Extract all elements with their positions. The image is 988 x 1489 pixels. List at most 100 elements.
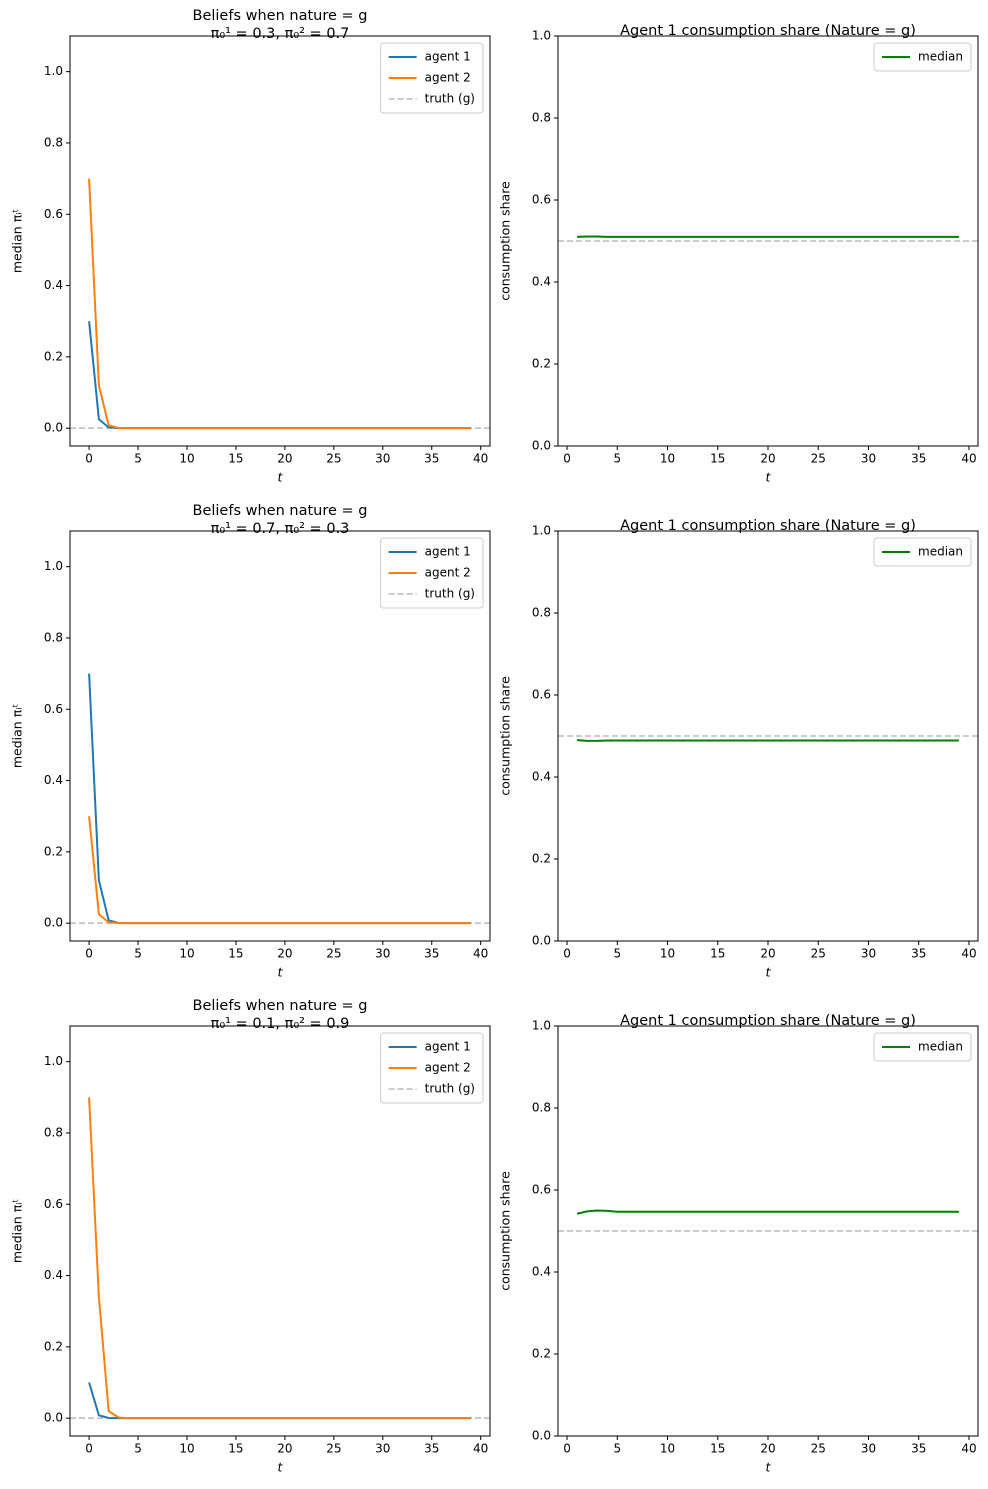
x-tick-label: 20: [277, 452, 292, 466]
legend-box: [873, 537, 972, 567]
y-tick-label: 0.2: [44, 349, 63, 363]
plot-frame: [557, 35, 979, 447]
legend-label: agent 2: [425, 1061, 471, 1075]
legend-label: truth (g): [425, 92, 475, 106]
y-tick-label: 0.6: [532, 688, 551, 702]
y-tick-label: 0.6: [532, 1183, 551, 1197]
y-tick-label: 0.4: [532, 275, 551, 289]
legend-label: agent 2: [425, 566, 471, 580]
x-tick-label: 20: [277, 947, 292, 961]
legend-label: agent 1: [425, 545, 471, 559]
x-tick-label: 30: [375, 1442, 390, 1456]
x-tick-label: 15: [228, 947, 243, 961]
x-tick-label: 20: [277, 1442, 292, 1456]
y-tick-label: 0.0: [532, 934, 551, 948]
y-tick-label: 0.8: [44, 135, 63, 149]
x-tick-label: 5: [613, 1442, 621, 1456]
y-tick-label: 0.0: [532, 439, 551, 453]
legend-label: median: [918, 1040, 963, 1054]
subplot: Agent 1 consumption share (Nature = g) 0 5…: [498, 1013, 979, 1475]
plot-frame: [69, 1025, 491, 1437]
y-tick-label: 1.0: [44, 559, 63, 573]
chart-title: Agent 1 consumption share (Nature = g): [620, 23, 916, 39]
x-axis-label: t: [766, 965, 772, 980]
y-tick-label: 0.0: [44, 1411, 63, 1425]
series-line: [88, 178, 471, 430]
x-tick-label: 35: [424, 947, 439, 961]
y-tick-label: 0.4: [44, 278, 63, 292]
x-tick-label: 40: [473, 452, 488, 466]
series-line: [576, 1209, 959, 1215]
chart-title: Beliefs when nature = g: [193, 8, 368, 24]
y-tick-label: 0.2: [532, 1347, 551, 1361]
plot-frame: [69, 35, 491, 447]
x-tick-label: 10: [660, 947, 675, 961]
legend-box: [873, 1032, 972, 1062]
legend: median: [873, 1032, 972, 1062]
legend-box: [380, 42, 484, 114]
x-tick-label: 25: [326, 947, 341, 961]
x-tick-label: 25: [811, 1442, 826, 1456]
plot-frame: [557, 530, 979, 942]
y-tick-label: 0.8: [44, 1125, 63, 1139]
y-tick-label: 0.0: [44, 421, 63, 435]
x-tick-label: 20: [760, 1442, 775, 1456]
y-tick-label: 0.8: [532, 111, 551, 125]
x-tick-label: 5: [134, 947, 142, 961]
plot-frame: [557, 1025, 979, 1437]
x-tick-label: 5: [134, 1442, 142, 1456]
x-tick-label: 0: [85, 1442, 93, 1456]
series-line: [88, 816, 471, 925]
legend-box: [380, 1032, 484, 1104]
subplot: Agent 1 consumption share (Nature = g) 0 5…: [498, 518, 979, 980]
x-tick-label: 25: [326, 1442, 341, 1456]
x-tick-label: 10: [179, 452, 194, 466]
y-tick-label: 0.4: [532, 770, 551, 784]
y-tick-label: 1.0: [44, 64, 63, 78]
x-tick-label: 40: [961, 947, 976, 961]
chart-title: Agent 1 consumption share (Nature = g): [620, 1013, 916, 1029]
y-tick-label: 0.2: [44, 844, 63, 858]
x-tick-label: 10: [179, 947, 194, 961]
plot-frame: [69, 530, 491, 942]
legend-label: truth (g): [425, 1082, 475, 1096]
x-tick-label: 15: [710, 452, 725, 466]
x-tick-label: 35: [911, 1442, 926, 1456]
legend-label: median: [918, 50, 963, 64]
legend: median: [873, 42, 972, 72]
y-tick-label: 0.4: [44, 773, 63, 787]
x-axis-label: t: [766, 470, 772, 485]
y-tick-label: 0.6: [44, 1197, 63, 1211]
x-tick-label: 0: [85, 947, 93, 961]
x-tick-label: 0: [563, 452, 571, 466]
y-tick-label: 0.2: [532, 357, 551, 371]
chart-title: Beliefs when nature = g: [193, 503, 368, 519]
chart-title: Agent 1 consumption share (Nature = g): [620, 518, 916, 534]
y-tick-label: 0.4: [44, 1268, 63, 1282]
y-tick-label: 0.6: [532, 193, 551, 207]
x-tick-label: 40: [473, 1442, 488, 1456]
x-tick-label: 10: [179, 1442, 194, 1456]
x-tick-label: 5: [613, 947, 621, 961]
x-tick-label: 35: [911, 452, 926, 466]
x-axis-label: t: [278, 470, 284, 485]
subplot: Beliefs when nature = g π₀¹ = 0.3, π₀² = …: [10, 8, 491, 485]
legend: agent 1 agent 2 truth (g): [380, 537, 484, 609]
y-tick-label: 0.0: [532, 1429, 551, 1443]
legend-label: agent 1: [425, 1040, 471, 1054]
x-tick-label: 0: [563, 947, 571, 961]
x-tick-label: 35: [424, 452, 439, 466]
legend-label: agent 2: [425, 71, 471, 85]
x-axis-label: t: [278, 965, 284, 980]
x-tick-label: 20: [760, 947, 775, 961]
legend: median: [873, 537, 972, 567]
x-tick-label: 10: [660, 1442, 675, 1456]
legend-label: agent 1: [425, 50, 471, 64]
x-tick-label: 0: [85, 452, 93, 466]
y-axis-label: consumption share: [498, 676, 513, 796]
x-tick-label: 25: [811, 452, 826, 466]
x-tick-label: 30: [861, 947, 876, 961]
series-line: [88, 1097, 471, 1420]
chart-subtitle: π₀¹ = 0.3, π₀² = 0.7: [211, 26, 350, 42]
